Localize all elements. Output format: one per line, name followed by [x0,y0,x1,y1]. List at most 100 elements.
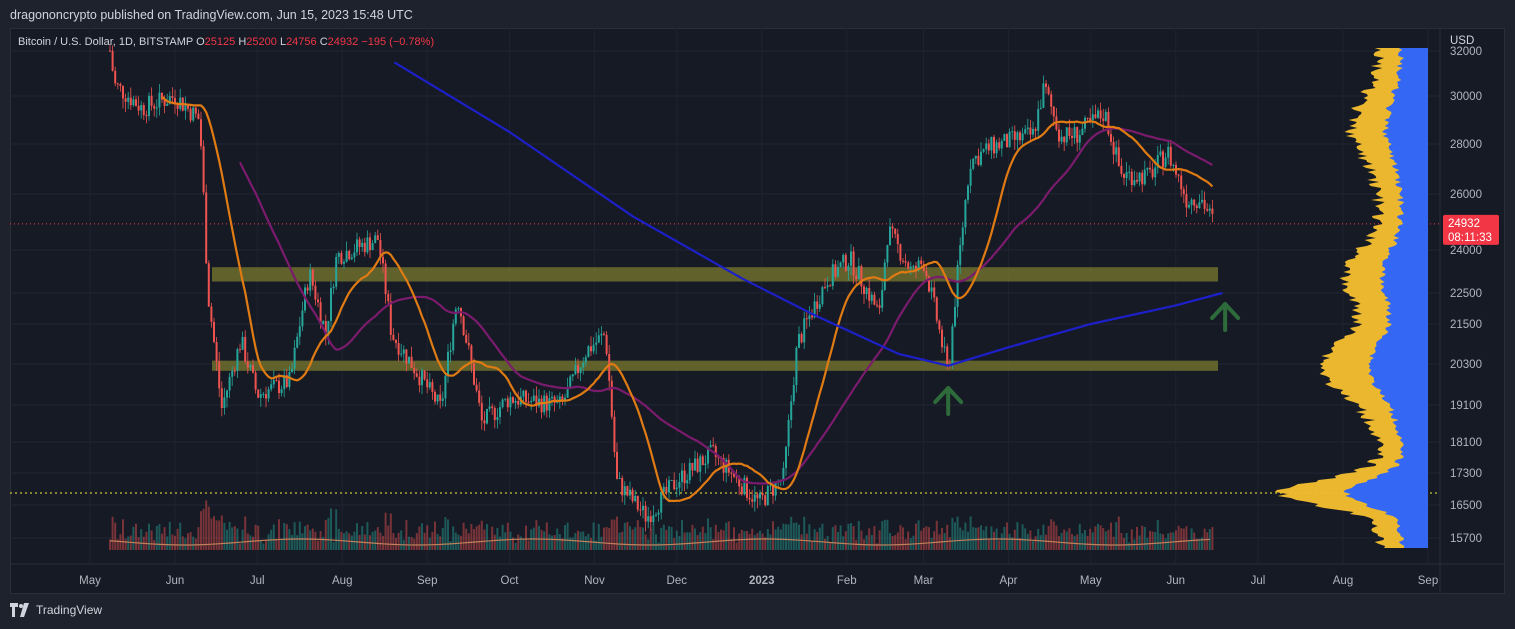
volume-bar [1107,529,1110,550]
volume-bar [493,534,496,550]
volume-bar [283,522,286,550]
candle-body [114,70,117,84]
volume-bar [1185,526,1188,550]
candle-body [655,514,657,516]
volume-bar [387,525,390,550]
candle-body [358,239,361,247]
volume-bar [870,535,873,550]
volume-bar [686,532,689,550]
candle-body [1060,136,1063,142]
volume-bar [985,526,988,550]
candle-body [787,419,790,447]
candle-body [1003,134,1006,141]
candle-body [896,234,899,245]
volume-bar [187,533,189,550]
candle-body [301,310,304,327]
volume-bar [317,540,319,550]
candle-body [1011,131,1014,133]
candle-body [883,262,886,290]
currency-label: USD [1450,35,1474,47]
volume-bar [714,524,717,550]
candle-body [1208,208,1211,211]
candle-body [1091,114,1094,121]
time-tick-label: Sep [1418,575,1438,587]
volume-bar [972,527,975,550]
publisher-caption: dragononcrypto published on TradingView.… [10,8,413,22]
time-tick-label: Jun [166,575,185,587]
volume-bar [538,525,540,550]
candle-body [431,382,434,392]
candle-body [356,239,358,253]
volume-bar [200,511,202,550]
candle-body [1203,199,1206,209]
candle-body [1008,131,1011,148]
price-chart[interactable]: 32000 30000 28000 26000 24000 22500 21500 20300… [10,28,1505,594]
volume-bar [868,528,871,550]
volume-bar [800,534,803,550]
change-value: −195 (−0.78%) [361,36,435,48]
low-value: 24756 [286,36,317,48]
candle-body [111,50,114,71]
candle-body [252,365,254,373]
volume-bar [296,535,299,550]
volume-bar [720,529,722,550]
candle-body [288,372,291,388]
candle-body [764,495,767,505]
candle-body [439,394,442,401]
candle-body [987,143,990,151]
candle-body [811,315,813,318]
volume-bar [514,542,517,550]
candle-body [452,323,455,351]
candle-body [634,495,637,502]
candle-body [629,489,631,496]
candle-body [1110,134,1112,142]
support-zones [10,223,1440,494]
footer[interactable]: TradingView [10,603,102,617]
volume-bar [210,518,213,550]
volume-bar [951,517,954,550]
candle-body [205,192,208,264]
volume-bar [746,530,748,550]
volume-bar [545,522,548,550]
volume-bar [161,533,163,550]
candle-body [1026,127,1029,130]
volume-bar [213,516,215,550]
volume-bar [584,536,587,550]
candle-body [233,370,236,372]
open-value: 25125 [204,36,236,48]
candle-body [839,262,842,267]
candle-body [467,342,470,346]
volume-bar [506,522,509,550]
candle-body [1045,83,1047,88]
volume-bar [1180,528,1183,550]
volume-bar [371,531,374,550]
candle-body [322,321,325,324]
volume-bar [941,527,943,550]
candle-body [122,85,124,99]
volume-bar [1110,522,1112,550]
price-tick-label: 32000 [1450,46,1482,58]
candle-body [769,485,772,487]
volume-bar [1084,529,1086,550]
volume-bar [122,519,124,550]
volume-bar [956,516,959,550]
time-tick-label: Jul [1251,575,1266,587]
volume-bar [418,526,421,550]
candle-body [1156,155,1159,168]
volume-bar [410,536,413,550]
price-tick-label: 21500 [1450,319,1482,331]
candle-body [1117,147,1120,166]
volume-bar [207,506,210,550]
volume-bar [496,527,499,550]
candle-body [1167,146,1170,158]
volume-bar [1034,536,1037,550]
candle-body [1013,131,1016,140]
candle-body [1039,107,1042,109]
candle-body [852,251,855,276]
volume-bar [818,527,821,550]
candle-body [236,349,239,371]
volume-bar [241,529,244,550]
candle-body [709,445,712,448]
candle-body [1032,128,1034,135]
volume-bar [1143,527,1146,550]
